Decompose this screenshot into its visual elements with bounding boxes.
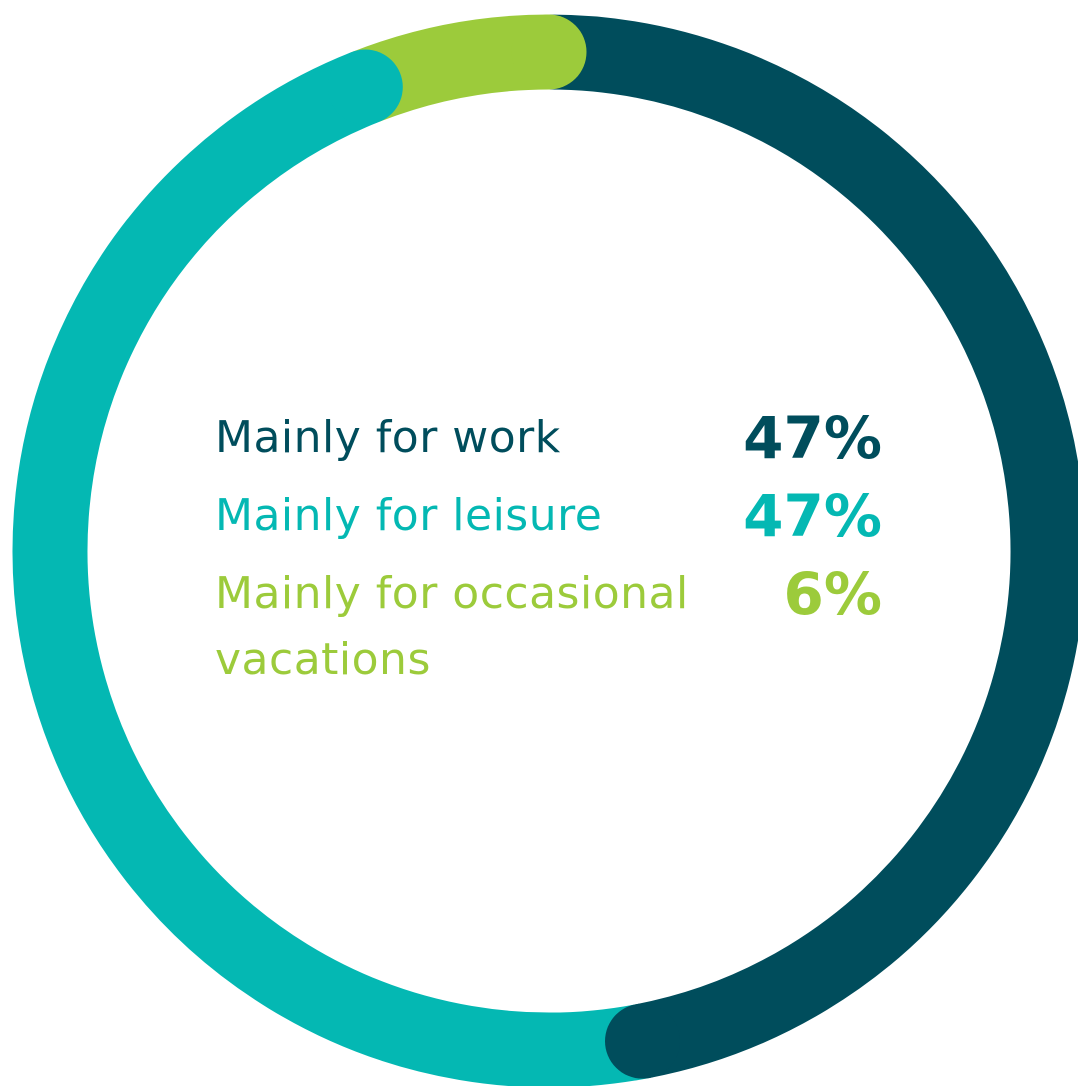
value-label: 47% (743, 482, 882, 550)
legend: Mainly for work 47% Mainly for leisure 47% M… (215, 405, 882, 705)
segment-cap (511, 14, 587, 90)
legend-row: Mainly for leisure 47% (215, 483, 882, 549)
legend-label: Mainly for leisure (215, 490, 603, 541)
value-label: 47% (743, 404, 882, 472)
segment-cap (605, 1003, 681, 1079)
segment-cap (327, 49, 403, 125)
legend-row: Mainly for occasional vacations 6% (215, 561, 882, 693)
value-label: 6% (783, 560, 882, 628)
legend-row: Mainly for work 47% (215, 405, 882, 471)
donut-segment (12, 52, 650, 1086)
donut-segment (548, 14, 1078, 1078)
legend-label: Mainly for occasional vacations (215, 568, 689, 685)
legend-label: Mainly for work (215, 412, 561, 463)
